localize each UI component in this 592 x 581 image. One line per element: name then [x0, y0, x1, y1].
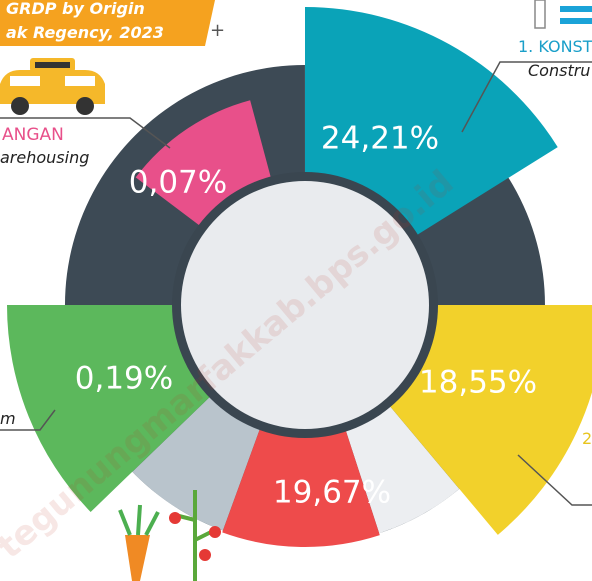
title: GRDP by Origin — [6, 0, 145, 18]
segment-name: 2 — [582, 429, 592, 448]
segment-green — [7, 305, 219, 513]
segment-yellow — [382, 305, 592, 535]
building-icon — [534, 0, 592, 29]
callout-line — [0, 409, 56, 431]
segment-teal — [305, 7, 558, 242]
callout-line — [0, 117, 171, 149]
segment-value: 0,19% — [75, 361, 173, 397]
ring-segment — [132, 388, 264, 531]
segment-name-en: arehousing — [0, 148, 89, 167]
subtitle: ak Regency, 2023 — [6, 23, 164, 42]
segment-value: 24,21% — [321, 121, 439, 157]
segment-name: ANGAN — [2, 125, 64, 145]
plus-sign: + — [210, 20, 225, 41]
inner-disc — [181, 181, 429, 429]
segment-value: 18,55% — [419, 365, 537, 401]
segment-value: 0,07% — [129, 165, 227, 201]
segment-value: 19,67% — [273, 475, 391, 511]
vegetable-icon — [118, 490, 221, 581]
callout-line — [517, 454, 592, 506]
title-banner — [0, 0, 215, 46]
taxi-icon — [0, 58, 105, 115]
segment-red — [222, 417, 380, 547]
ring-segment — [342, 396, 460, 534]
segment-name-en: m — [0, 409, 16, 428]
segment-name: 1. KONST — [518, 37, 592, 56]
segment-name-en: Constru — [528, 61, 590, 80]
callout-line — [461, 61, 592, 133]
